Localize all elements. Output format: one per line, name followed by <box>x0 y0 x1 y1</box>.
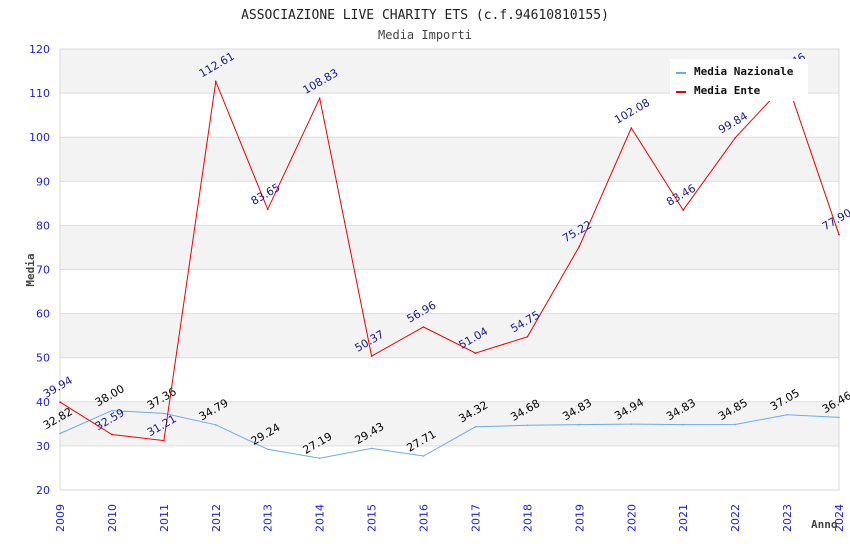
legend-label-media-ente: Media Ente <box>694 84 761 97</box>
x-tick-label: 2018 <box>521 504 534 532</box>
data-point <box>59 432 61 435</box>
x-tick-label: 2016 <box>418 504 431 532</box>
legend-label-media-nazionale: Media Nazionale <box>694 65 794 78</box>
y-axis-label: Media <box>24 253 37 286</box>
data-point <box>111 433 113 436</box>
y-tick-label: 110 <box>29 87 50 100</box>
x-tick-label: 2017 <box>469 504 482 532</box>
y-axis-ticks: 20 30 40 50 60 70 80 90 100 110 120 <box>29 43 50 497</box>
x-tick-label: 2010 <box>106 504 119 532</box>
x-tick-label: 2012 <box>210 504 223 532</box>
data-point <box>474 352 477 354</box>
data-point <box>734 137 736 139</box>
data-point <box>838 233 840 236</box>
chart-title: ASSOCIAZIONE LIVE CHARITY ETS (c.f.94610… <box>241 8 609 23</box>
grid-band <box>60 313 839 358</box>
data-point <box>786 414 788 416</box>
data-point <box>266 208 269 211</box>
grid-bands <box>60 49 839 446</box>
x-tick-label: 2024 <box>833 504 846 532</box>
y-tick-label: 20 <box>36 484 50 497</box>
y-tick-label: 50 <box>36 352 50 365</box>
plot-area-border <box>59 48 840 491</box>
grid-band <box>60 401 839 446</box>
data-point <box>59 401 61 403</box>
legend: Media Nazionale Media Ente <box>670 59 808 101</box>
x-tick-label: 2014 <box>314 504 327 532</box>
data-point <box>422 326 425 328</box>
data-point <box>578 423 581 426</box>
y-tick-label: 100 <box>29 131 50 144</box>
data-point <box>838 416 840 419</box>
data-point <box>422 455 425 457</box>
x-tick-label: 2013 <box>262 504 275 532</box>
legend-box <box>670 59 808 101</box>
y-tick-label: 120 <box>29 43 50 56</box>
data-point <box>215 423 217 426</box>
x-axis-ticks: 2009 2010 2011 2012 2013 2014 2015 2016 2017 2018… <box>54 504 846 532</box>
y-tick-label: 30 <box>36 440 50 453</box>
x-tick-label: 2021 <box>677 504 690 532</box>
data-point <box>526 424 529 427</box>
data-point <box>630 423 633 425</box>
series-line <box>59 410 840 459</box>
x-axis-label: Anno <box>811 518 838 531</box>
data-point <box>370 355 373 357</box>
data-point <box>578 245 581 248</box>
series-line <box>59 79 840 442</box>
data-point <box>111 409 113 412</box>
y-tick-label: 70 <box>36 264 50 277</box>
chart-subtitle: Media Importi <box>378 28 472 42</box>
x-tick-label: 2019 <box>573 504 586 532</box>
data-point <box>318 97 321 100</box>
data-point <box>682 209 684 211</box>
x-tick-label: 2020 <box>625 504 638 532</box>
data-point <box>163 412 165 415</box>
x-tick-label: 2011 <box>158 504 171 532</box>
data-point <box>630 127 633 129</box>
data-label: 99.84 <box>716 109 750 136</box>
y-tick-label: 90 <box>36 175 50 188</box>
y-tick-label: 60 <box>36 308 50 321</box>
data-point <box>734 423 736 426</box>
x-tick-label: 2023 <box>781 504 794 532</box>
grid-band <box>60 137 839 182</box>
y-tick-label: 80 <box>36 219 50 232</box>
grid-band <box>60 225 839 270</box>
data-point <box>370 447 373 450</box>
x-tick-label: 2022 <box>729 504 742 532</box>
data-label: 83.46 <box>664 182 698 209</box>
data-point <box>215 80 217 83</box>
gridlines <box>60 48 839 491</box>
data-point <box>682 423 684 426</box>
data-point <box>526 335 529 338</box>
data-point <box>474 426 477 428</box>
y-tick-label: 40 <box>36 396 50 409</box>
x-tick-label: 2015 <box>366 504 379 532</box>
data-label: 102.08 <box>612 96 652 127</box>
x-tick-label: 2009 <box>54 504 67 532</box>
data-point <box>266 448 269 451</box>
data-point <box>163 439 165 442</box>
data-label: 39.94 <box>41 374 75 401</box>
data-point <box>318 457 321 460</box>
